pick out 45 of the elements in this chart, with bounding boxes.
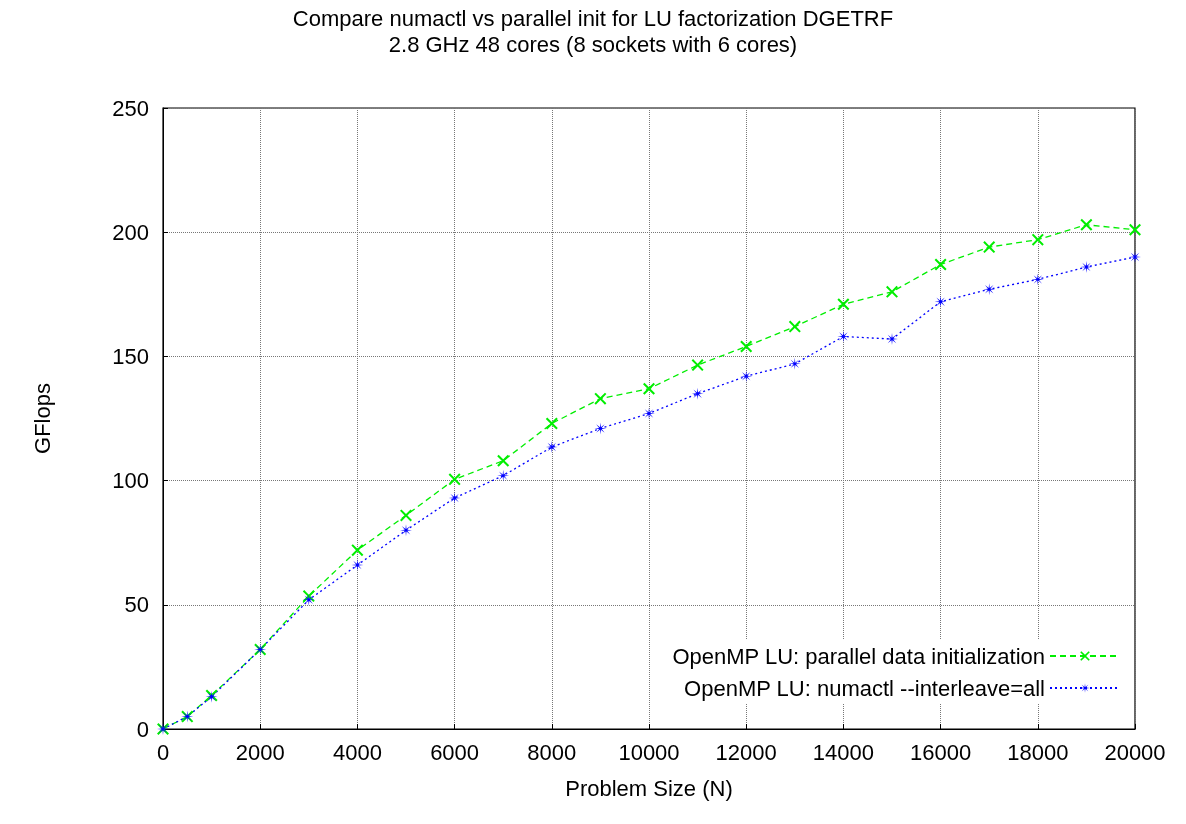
point (886, 285, 898, 298)
x-tick-label: 10000 (618, 739, 680, 765)
point (400, 509, 412, 522)
y-axis-title: GFlops (29, 383, 55, 454)
x-tick-label: 8000 (527, 739, 577, 765)
point (545, 417, 558, 430)
point (1129, 223, 1141, 236)
y-tick-label: 100 (112, 468, 149, 494)
legend-label: OpenMP LU: numactl --interleave=all (684, 675, 1045, 701)
y-tick-label: 200 (112, 219, 149, 245)
point (1031, 273, 1044, 286)
x-tick-label: 18000 (1007, 739, 1069, 765)
x-axis-title: Problem Size (N) (565, 775, 733, 801)
y-tick-label: 50 (124, 592, 149, 618)
y-tick-label: 0 (136, 716, 149, 742)
point (837, 330, 850, 343)
chart-title: Compare numactl vs parallel init for LU factorization DGETRF (292, 5, 894, 31)
point (837, 298, 850, 311)
point (934, 258, 947, 271)
point (788, 357, 801, 370)
y-tick-label: 150 (112, 343, 149, 369)
point (983, 241, 996, 254)
point (788, 320, 801, 333)
point (740, 370, 753, 383)
point (594, 422, 607, 435)
point (691, 387, 704, 400)
point (983, 283, 996, 296)
x-tick-label: 0 (156, 739, 170, 765)
x-tick-label: 6000 (430, 739, 480, 765)
point (594, 392, 607, 405)
point (643, 382, 655, 395)
legend-label: OpenMP LU: parallel data initialization (672, 643, 1045, 669)
x-tick-label: 14000 (812, 739, 874, 765)
y-tick-label: 250 (112, 95, 149, 121)
x-tick-label: 12000 (715, 739, 777, 765)
x-tick-label: 16000 (910, 739, 972, 765)
x-tick-label: 4000 (332, 739, 382, 765)
point (1080, 218, 1093, 231)
x-tick-label: 20000 (1104, 739, 1166, 765)
point (740, 340, 753, 353)
point (497, 469, 510, 482)
point (448, 473, 461, 486)
chart-subtitle: 2.8 GHz 48 cores (8 sockets with 6 cores) (388, 31, 798, 57)
point (934, 295, 947, 308)
x-tick-label: 2000 (235, 739, 285, 765)
